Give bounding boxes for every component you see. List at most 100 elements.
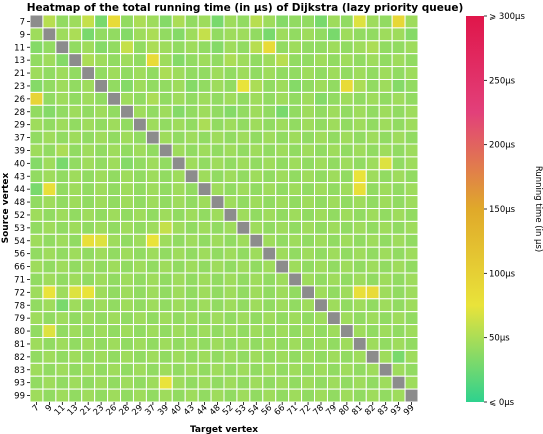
heatmap-cell — [158, 388, 173, 403]
heatmap-cell — [158, 285, 173, 300]
heatmap-cell — [107, 156, 122, 171]
heatmap-cell — [197, 14, 212, 29]
heatmap-cell — [55, 27, 70, 42]
heatmap-cell — [404, 53, 419, 68]
heatmap-cell — [81, 130, 96, 145]
heatmap-cell — [301, 14, 316, 29]
heatmap-cell — [29, 14, 44, 29]
heatmap-cell — [171, 104, 186, 119]
heatmap-cell — [184, 375, 199, 390]
heatmap-cell — [378, 362, 393, 377]
heatmap-cell — [55, 259, 70, 274]
heatmap-cell — [223, 285, 238, 300]
heatmap-cell — [365, 388, 380, 403]
y-tick-label: 71 — [14, 275, 25, 285]
heatmap-cell — [107, 259, 122, 274]
heatmap-cell — [275, 53, 290, 68]
heatmap-cell — [210, 233, 225, 248]
heatmap-cell — [352, 285, 367, 300]
heatmap-cell — [197, 91, 212, 106]
heatmap-cell — [365, 195, 380, 210]
heatmap-cell — [29, 143, 44, 158]
heatmap-cell — [301, 169, 316, 184]
heatmap-cell — [145, 53, 160, 68]
heatmap-cell — [171, 79, 186, 93]
heatmap-cell — [339, 104, 354, 119]
heatmap-cell — [120, 143, 134, 158]
x-tick-labels: 7 911132123262829373940434448525354566671… — [31, 402, 417, 418]
heatmap-cell — [184, 104, 199, 119]
heatmap-cell — [236, 104, 251, 119]
heatmap-cell — [184, 182, 199, 197]
heatmap-cell — [391, 143, 406, 158]
heatmap-cell — [107, 53, 122, 68]
heatmap-cell — [262, 246, 277, 261]
heatmap-cell — [197, 40, 212, 55]
heatmap-cell — [171, 337, 186, 351]
heatmap-cell — [55, 195, 70, 210]
heatmap-cell — [81, 285, 96, 300]
heatmap-cell — [262, 285, 277, 300]
heatmap-cell — [210, 324, 225, 339]
heatmap-cell — [120, 220, 134, 235]
heatmap-cell — [288, 375, 303, 390]
heatmap-cell — [42, 208, 57, 222]
heatmap-cell — [132, 169, 147, 184]
y-tick-label: 37 — [14, 134, 25, 144]
heatmap-cell — [29, 130, 44, 145]
heatmap-cell — [29, 324, 44, 339]
heatmap-cell — [29, 246, 44, 261]
colorbar: ⩽ 0μs 50μs 100μs 150μs 200μs 250μs ⩾ 300μs Run… — [466, 12, 543, 408]
heatmap-cell — [352, 220, 367, 235]
heatmap-cell — [378, 130, 393, 145]
heatmap-cell — [81, 220, 96, 235]
heatmap-cell — [339, 375, 354, 390]
heatmap-cell — [81, 272, 96, 287]
heatmap-cell — [326, 182, 341, 197]
colorbar-tick-label: 100μs — [489, 269, 516, 279]
heatmap-cell — [210, 40, 225, 55]
heatmap-cell — [301, 324, 316, 339]
heatmap-cell — [262, 388, 277, 403]
heatmap-cell — [158, 259, 173, 274]
heatmap-cell — [404, 246, 419, 261]
heatmap-cell — [404, 388, 419, 403]
heatmap-cell — [326, 337, 341, 351]
heatmap-cell — [314, 66, 328, 80]
heatmap-cell — [249, 66, 264, 80]
heatmap-cell — [68, 182, 83, 197]
heatmap-cell — [197, 388, 212, 403]
heatmap-cell — [171, 298, 186, 313]
heatmap-cell — [339, 143, 354, 158]
heatmap-cell — [236, 53, 251, 68]
heatmap-cell — [314, 156, 328, 171]
heatmap-cell — [132, 388, 147, 403]
heatmap-cell — [352, 375, 367, 390]
heatmap-cell — [94, 130, 109, 145]
heatmap-cell — [275, 337, 290, 351]
heatmap-cell — [378, 156, 393, 171]
heatmap-cell — [352, 182, 367, 197]
heatmap-cell — [120, 182, 134, 197]
heatmap-cell — [197, 182, 212, 197]
heatmap-cell — [249, 91, 264, 106]
heatmap-cell — [107, 311, 122, 326]
heatmap-cell — [81, 298, 96, 313]
heatmap-cell — [275, 246, 290, 261]
heatmap-cell — [223, 233, 238, 248]
heatmap-cell — [236, 182, 251, 197]
heatmap-cell — [301, 375, 316, 390]
heatmap-cell — [171, 375, 186, 390]
heatmap-cell — [107, 233, 122, 248]
heatmap-cell — [158, 324, 173, 339]
heatmap-cell — [378, 53, 393, 68]
heatmap-cell — [68, 143, 83, 158]
heatmap-cell — [184, 285, 199, 300]
heatmap-cell — [223, 27, 238, 42]
heatmap-cell — [158, 117, 173, 132]
heatmap-cell — [391, 375, 406, 390]
heatmap-cell — [288, 337, 303, 351]
heatmap-cell — [314, 53, 328, 68]
heatmap-cell — [249, 156, 264, 171]
